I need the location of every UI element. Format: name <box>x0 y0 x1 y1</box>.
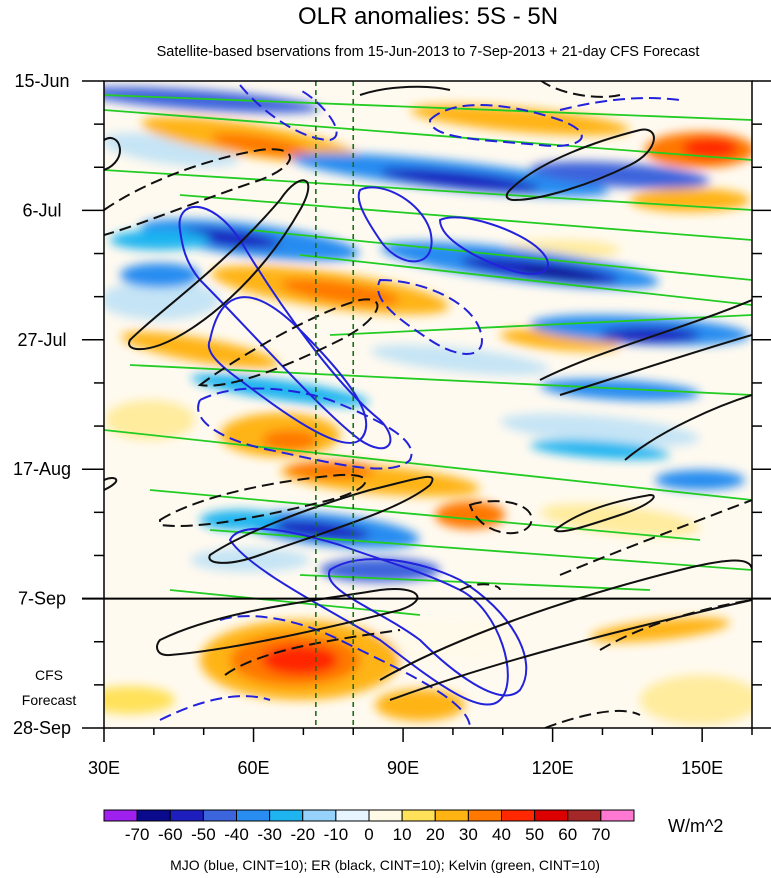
colorbar-label: 20 <box>426 825 445 844</box>
colorbar-swatch <box>434 809 469 822</box>
contour-caption: MJO (blue, CINT=10); ER (black, CINT=10)… <box>170 857 600 873</box>
colorbar-label: -50 <box>191 825 216 844</box>
colorbar-label: 60 <box>558 825 577 844</box>
kelvin-contours <box>104 94 752 616</box>
colorbar-label: 10 <box>393 825 412 844</box>
colorbar-label: -30 <box>257 825 282 844</box>
colorbar-swatch <box>269 809 304 822</box>
colorbar-label: 30 <box>459 825 478 844</box>
colorbar-label: -40 <box>224 825 249 844</box>
colorbar-label: -70 <box>125 825 150 844</box>
colorbar-swatch <box>467 809 502 822</box>
colorbar-label: -10 <box>324 825 349 844</box>
colorbar-label: 70 <box>591 825 610 844</box>
colorbar-swatch <box>169 809 204 822</box>
y-tick-label: 7-Sep <box>18 589 66 609</box>
colorbar-label: -20 <box>290 825 315 844</box>
x-tick-label: 90E <box>387 758 419 778</box>
colorbar-units: W/m^2 <box>668 816 723 836</box>
wave-contours <box>104 81 752 728</box>
y-tick-label: 15-Jun <box>14 71 69 91</box>
colorbar-swatch <box>202 809 237 822</box>
colorbar-label: 50 <box>525 825 544 844</box>
colorbar-swatch <box>103 809 138 822</box>
er-contours <box>104 85 752 701</box>
colorbar-label: -60 <box>158 825 183 844</box>
colorbar: -70 -60 -50 -40 -30 -20 -10 0 10 20 30 40 50 60 70 <box>103 809 635 844</box>
colorbar-swatch <box>335 809 370 822</box>
mjo-negative-contours <box>159 84 681 728</box>
colorbar-swatch <box>600 809 635 822</box>
colorbar-swatch <box>136 809 171 822</box>
colorbar-swatch <box>236 809 271 822</box>
x-tick-label: 30E <box>88 758 120 778</box>
anomaly-field <box>104 86 752 725</box>
colorbar-swatch <box>368 809 403 822</box>
x-tick-label: 60E <box>238 758 270 778</box>
colorbar-label: 40 <box>492 825 511 844</box>
x-tick-label: 150E <box>681 758 723 778</box>
colorbar-label: 0 <box>364 825 373 844</box>
colorbar-swatch <box>567 809 602 822</box>
colorbar-swatch <box>302 809 337 822</box>
x-tick-label: 120E <box>532 758 574 778</box>
x-axis: 30E 60E 90E 120E 150E <box>88 728 753 778</box>
y-axis: 15-Jun 6-Jul 27-Jul 17-Aug 7-Sep 28-Sep <box>13 71 771 738</box>
colorbar-swatch <box>401 809 436 822</box>
y-tick-label: 17-Aug <box>13 459 71 479</box>
chart-title: OLR anomalies: 5S - 5N <box>298 3 558 30</box>
y-tick-label: 27-Jul <box>17 330 66 350</box>
colorbar-swatch <box>501 809 536 822</box>
er-negative-contours <box>104 81 752 728</box>
chart-subtitle: Satellite-based bservations from 15-Jun-… <box>157 44 700 60</box>
forecast-label-line2: Forecast <box>22 692 77 708</box>
colorbar-swatch <box>534 809 569 822</box>
y-tick-label: 28-Sep <box>13 718 71 738</box>
plot-frame <box>103 80 753 729</box>
forecast-label-line1: CFS <box>35 667 63 683</box>
y-tick-label: 6-Jul <box>22 200 61 220</box>
